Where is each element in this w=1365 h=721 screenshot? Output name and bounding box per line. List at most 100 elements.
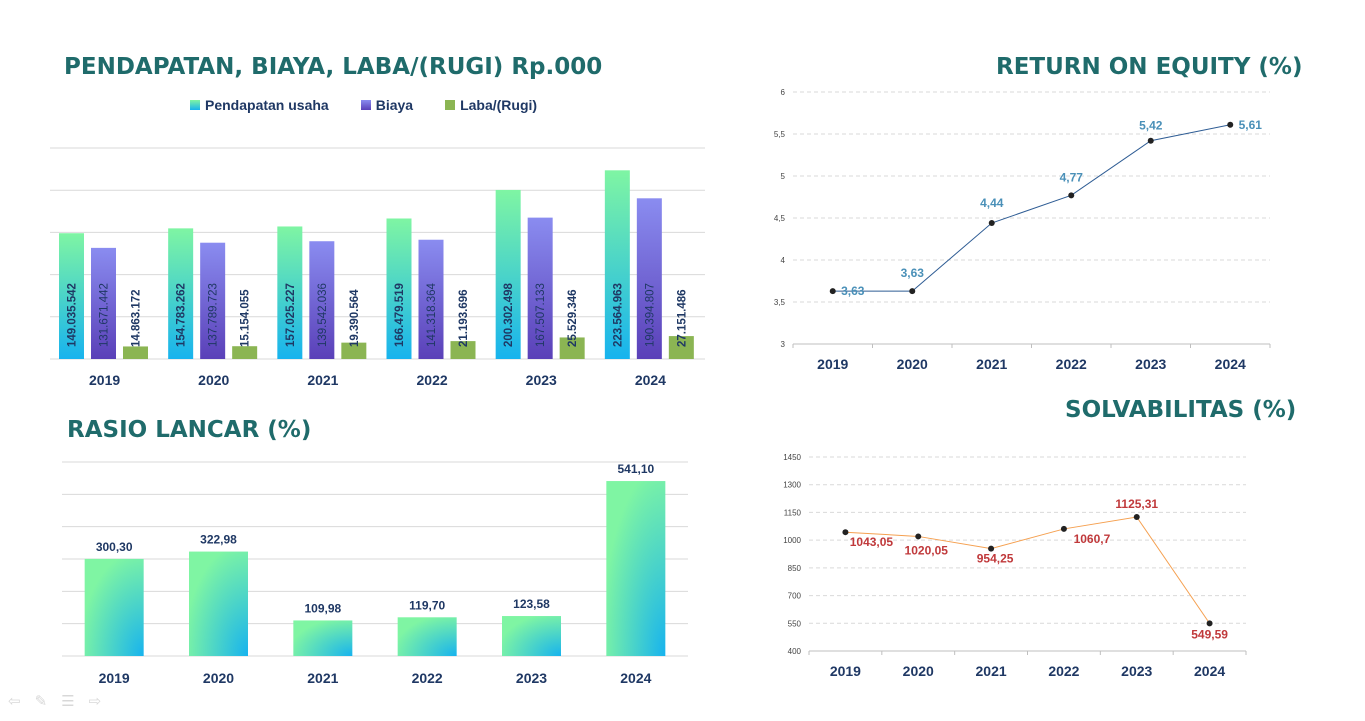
roe-tick-label: 5: [781, 172, 786, 181]
slide-nav-bar: ⇦ ✎ ☰ ⇨: [8, 692, 101, 710]
income-bar: [495, 189, 521, 359]
income-bar: [636, 198, 662, 359]
income-data-label: 223.564.963: [612, 283, 624, 347]
back-icon[interactable]: ⇦: [8, 693, 21, 710]
solv-data-label: 954,25: [977, 552, 1014, 566]
ratio-category-label: 2020: [203, 670, 234, 686]
solv-tick-label: 1000: [783, 536, 801, 545]
roe-data-point: [1068, 192, 1075, 199]
income-category-label: 2019: [89, 372, 120, 388]
income-data-label: 19.390.564: [349, 289, 361, 347]
roe-tick-label: 6: [781, 88, 786, 97]
solv-data-point: [1133, 513, 1140, 520]
solv-category-label: 2023: [1121, 663, 1152, 679]
solv-data-point: [1206, 620, 1213, 627]
pen-icon[interactable]: ✎: [34, 693, 48, 710]
income-data-label: 141.318.364: [426, 282, 438, 347]
solv-tick-label: 400: [788, 647, 802, 656]
roe-data-label: 3,63: [841, 284, 865, 298]
legend-item-revenue: Pendapatan usaha: [190, 97, 329, 113]
solv-data-point: [988, 545, 995, 552]
roe-data-label: 5,61: [1239, 118, 1263, 132]
solv-category-label: 2022: [1048, 663, 1079, 679]
income-category-label: 2023: [526, 372, 557, 388]
ratio-bar: [502, 616, 561, 656]
income-data-label: 167.507.133: [535, 283, 547, 347]
income-bar: [418, 239, 444, 359]
income-bar: [604, 170, 630, 359]
income-bar: [59, 233, 84, 359]
legend-item-cost: Biaya: [360, 97, 414, 113]
menu-icon[interactable]: ☰: [61, 693, 75, 710]
roe-data-label: 3,63: [901, 266, 925, 280]
ratio-category-label: 2021: [307, 670, 338, 686]
solv-tick-label: 1150: [784, 508, 802, 517]
ratio-category-label: 2022: [412, 670, 443, 686]
solv-data-point: [1060, 525, 1067, 532]
roe-data-label: 5,42: [1139, 119, 1163, 133]
legend-swatch-profit: [445, 100, 456, 110]
roe-tick-label: 4: [781, 256, 786, 265]
income-bar: [91, 247, 116, 359]
roe-category-label: 2023: [1135, 356, 1166, 372]
roe-data-label: 4,44: [980, 196, 1004, 210]
income-bar: [277, 226, 303, 359]
income-data-label: 21.193.696: [458, 289, 470, 347]
ratio-category-label: 2023: [516, 670, 547, 686]
forward-icon[interactable]: ⇨: [88, 693, 102, 710]
income-data-label: 15.154.055: [240, 289, 252, 347]
income-bar: [168, 228, 194, 359]
roe-series-line: [832, 124, 1231, 292]
income-data-label: 137.789.723: [208, 283, 220, 347]
income-bar: [341, 342, 367, 359]
income-category-label: 2020: [198, 372, 229, 388]
income-data-label: 25.529.346: [567, 289, 579, 347]
ratio-bar: [293, 620, 353, 656]
ratio-data-label: 300,30: [96, 540, 133, 554]
roe-data-label: 4,77: [1060, 170, 1084, 184]
current-ratio-chart-title: RASIO LANCAR (%): [67, 417, 312, 443]
solv-category-label: 2024: [1194, 663, 1225, 679]
income-data-label: 14.863.172: [131, 289, 143, 347]
legend-label-cost: Biaya: [375, 97, 414, 113]
income-bar: [668, 336, 694, 359]
roe-tick-label: 3: [781, 340, 786, 349]
solv-data-point: [915, 533, 922, 540]
roe-tick-label: 5,5: [774, 130, 786, 139]
income-data-label: 200.302.498: [503, 282, 515, 347]
ratio-data-label: 541,10: [617, 462, 654, 476]
ratio-data-label: 119,70: [409, 598, 445, 612]
income-category-label: 2022: [417, 372, 448, 388]
income-data-label: 157.025.227: [285, 283, 297, 347]
solv-data-label: 1020,05: [905, 543, 949, 557]
income-bar: [309, 241, 335, 359]
income-data-label: 154.783.262: [176, 283, 188, 347]
legend-swatch-revenue: [190, 100, 200, 110]
income-bar: [123, 346, 148, 359]
ratio-category-label: 2024: [620, 670, 651, 686]
legend-label-profit: Laba/(Rugi): [460, 97, 538, 113]
income-data-label: 149.035.542: [67, 283, 79, 347]
ratio-category-label: 2019: [99, 670, 130, 686]
roe-data-point: [988, 220, 995, 227]
roe-data-point: [829, 288, 836, 295]
income-bar: [450, 341, 476, 359]
ratio-bar: [606, 481, 666, 656]
solv-category-label: 2020: [903, 663, 934, 679]
solv-category-label: 2021: [976, 663, 1007, 679]
income-bar: [386, 218, 412, 359]
solv-data-label: 1043,05: [850, 535, 894, 549]
roe-tick-label: 3,5: [774, 298, 786, 307]
income-legend: Pendapatan usaha Biaya Laba/(Rugi): [190, 97, 537, 113]
income-data-label: 190.394.807: [644, 283, 656, 347]
solv-category-label: 2019: [830, 663, 861, 679]
solv-data-label: 1125,31: [1115, 497, 1158, 511]
ratio-data-label: 123,58: [513, 597, 550, 611]
solv-series-line: [845, 516, 1210, 624]
roe-category-label: 2022: [1056, 356, 1087, 372]
ratio-bar: [397, 617, 457, 656]
roe-chart-title: RETURN ON EQUITY (%): [996, 54, 1303, 80]
roe-data-point: [1227, 121, 1234, 128]
roe-data-point: [909, 288, 916, 295]
